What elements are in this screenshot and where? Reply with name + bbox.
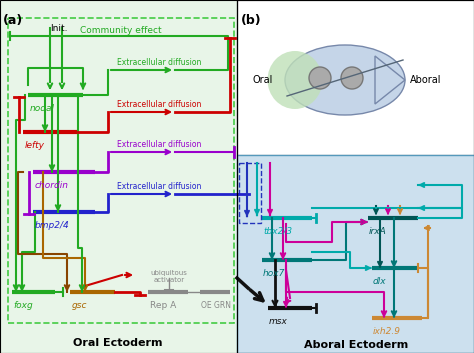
Text: chordin: chordin <box>35 181 69 190</box>
Bar <box>237 0 474 353</box>
Text: Rep A: Rep A <box>150 301 176 310</box>
Text: foxg: foxg <box>13 301 33 310</box>
Text: ixh2.9: ixh2.9 <box>373 327 401 336</box>
Bar <box>239 163 261 223</box>
Text: Init.: Init. <box>50 24 67 33</box>
Bar <box>237 0 474 160</box>
Ellipse shape <box>285 45 405 115</box>
Text: bmp2/4: bmp2/4 <box>35 221 70 230</box>
Text: hox7: hox7 <box>263 269 285 278</box>
Text: OE GRN: OE GRN <box>201 301 231 310</box>
Ellipse shape <box>309 67 331 89</box>
Text: dlx: dlx <box>373 277 387 286</box>
Text: ubiquitous
activator: ubiquitous activator <box>151 270 187 283</box>
Ellipse shape <box>341 67 363 89</box>
Text: msx: msx <box>269 317 288 326</box>
Text: Extracellular diffusion: Extracellular diffusion <box>117 100 201 109</box>
Text: irxA: irxA <box>369 227 387 236</box>
Text: Oral: Oral <box>253 75 273 85</box>
Text: Extracellular diffusion: Extracellular diffusion <box>117 58 201 67</box>
Text: (b): (b) <box>241 14 262 27</box>
Text: tbx2/3: tbx2/3 <box>263 227 292 236</box>
Ellipse shape <box>267 51 322 109</box>
Bar <box>237 155 474 353</box>
Polygon shape <box>375 56 405 104</box>
Bar <box>0 0 237 353</box>
Text: Oral Ectoderm: Oral Ectoderm <box>73 338 163 348</box>
Text: nodal: nodal <box>30 104 55 113</box>
Text: (a): (a) <box>3 14 23 27</box>
Bar <box>8 18 234 323</box>
Text: lefty: lefty <box>25 141 45 150</box>
Text: Extracellular diffusion: Extracellular diffusion <box>117 182 201 191</box>
Bar <box>237 160 474 353</box>
Text: Community effect: Community effect <box>80 26 162 35</box>
Text: Aboral: Aboral <box>410 75 441 85</box>
Bar <box>237 0 474 155</box>
Bar <box>0 0 237 353</box>
Text: Extracellular diffusion: Extracellular diffusion <box>117 140 201 149</box>
Text: Aboral Ectoderm: Aboral Ectoderm <box>304 340 408 350</box>
Text: gsc: gsc <box>72 301 88 310</box>
